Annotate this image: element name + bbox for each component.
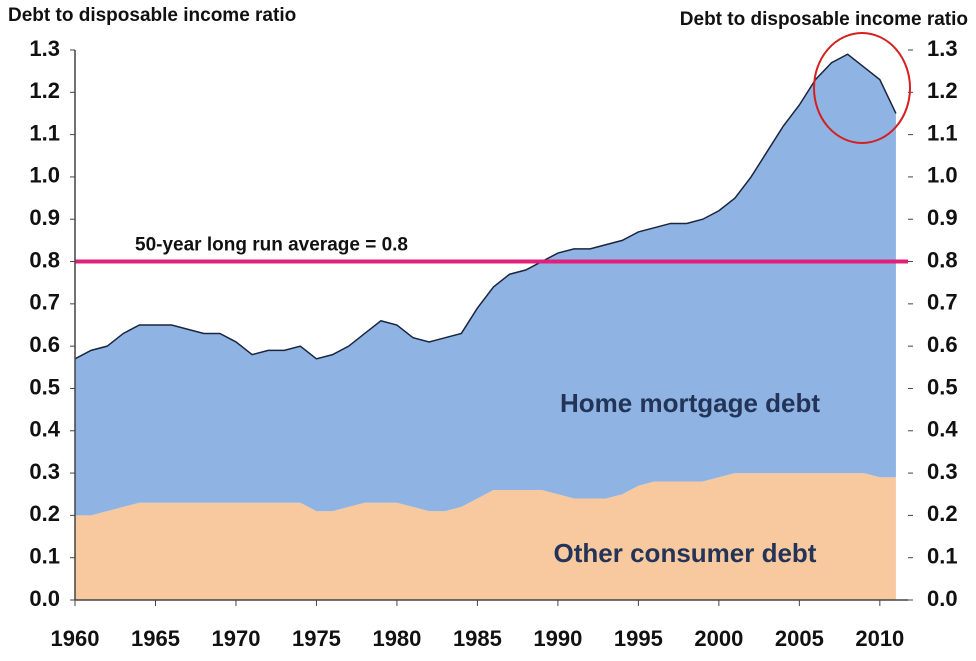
y2-tick-label: 0.1 bbox=[927, 544, 958, 569]
area-outline bbox=[74, 53, 897, 360]
area bbox=[75, 473, 896, 600]
x-tick-label: 2010 bbox=[855, 626, 904, 651]
y-tick-label: 1.1 bbox=[29, 120, 60, 145]
x-tick-label: 1965 bbox=[131, 626, 180, 651]
highlight-circle bbox=[813, 32, 911, 144]
y2-tick-label: 0.8 bbox=[927, 247, 958, 272]
y2-tick-label: 1.1 bbox=[927, 120, 958, 145]
x-tick-label: 1970 bbox=[211, 626, 260, 651]
x-tick-label: 1975 bbox=[292, 626, 341, 651]
y-tick-label: 0.4 bbox=[29, 417, 60, 442]
y2-tick-label: 0.4 bbox=[927, 417, 958, 442]
y-tick-label: 0.6 bbox=[29, 332, 60, 357]
y2-tick-label: 0.3 bbox=[927, 459, 958, 484]
y2-tick-label: 0.7 bbox=[927, 290, 958, 315]
area bbox=[75, 54, 896, 516]
y2-tick-label: 0.6 bbox=[927, 332, 958, 357]
y2-axis-title: Debt to disposable income ratio bbox=[680, 9, 968, 30]
y-tick-label: 1.0 bbox=[29, 163, 60, 188]
x-tick-label: 1990 bbox=[533, 626, 582, 651]
y2-tick-label: 1.0 bbox=[927, 163, 958, 188]
x-tick-label: 1995 bbox=[614, 626, 663, 651]
y-tick-label: 0.2 bbox=[29, 501, 60, 526]
reference-label: 50-year long run average = 0.8 bbox=[135, 235, 408, 256]
x-tick-label: 1985 bbox=[453, 626, 502, 651]
y2-tick-label: 0.2 bbox=[927, 501, 958, 526]
x-tick-label: 2005 bbox=[775, 626, 824, 651]
y2-tick-label: 1.3 bbox=[927, 36, 958, 61]
y-tick-label: 0.0 bbox=[29, 586, 60, 611]
x-tick-label: 1980 bbox=[372, 626, 421, 651]
y-tick-label: 0.8 bbox=[29, 247, 60, 272]
y2-tick-label: 1.2 bbox=[927, 78, 958, 103]
y-tick-label: 0.9 bbox=[29, 205, 60, 230]
y-tick-label: 1.3 bbox=[29, 36, 60, 61]
y-tick-label: 0.5 bbox=[29, 374, 60, 399]
y-tick-label: 0.3 bbox=[29, 459, 60, 484]
y-axis-title: Debt to disposable income ratio bbox=[8, 5, 296, 26]
x-tick-label: 1960 bbox=[51, 626, 100, 651]
series-label: Other consumer debt bbox=[554, 538, 817, 568]
y2-tick-label: 0.5 bbox=[927, 374, 958, 399]
y2-tick-label: 0.0 bbox=[927, 586, 958, 611]
y-tick-label: 0.1 bbox=[29, 544, 60, 569]
y2-tick-label: 0.9 bbox=[927, 205, 958, 230]
series-label: Home mortgage debt bbox=[560, 388, 820, 418]
x-tick-label: 2000 bbox=[694, 626, 743, 651]
y-tick-label: 1.2 bbox=[29, 78, 60, 103]
y-tick-label: 0.7 bbox=[29, 290, 60, 315]
